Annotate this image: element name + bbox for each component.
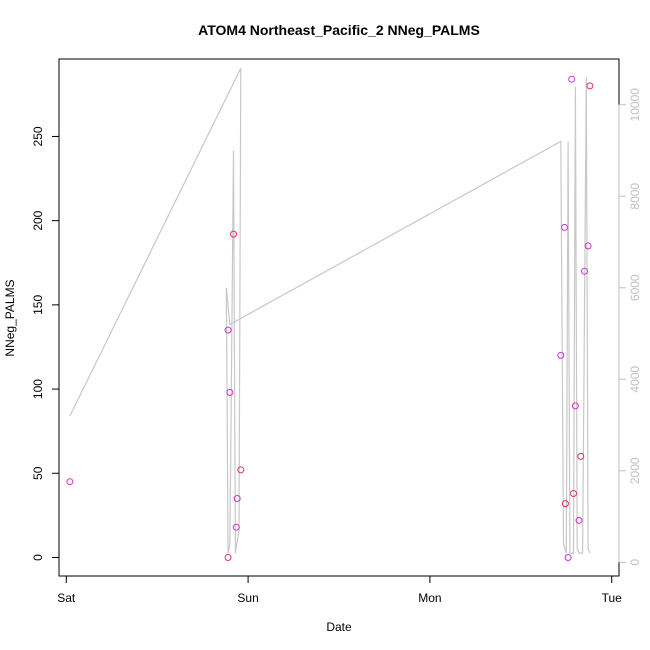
data-point xyxy=(568,75,576,83)
right-y-tick-label: 6000 xyxy=(628,274,642,301)
data-point xyxy=(224,326,232,334)
y-tick-label: 250 xyxy=(31,126,45,146)
data-point xyxy=(581,267,588,275)
y-axis-label: NNeg_PALMS xyxy=(3,279,17,356)
data-point xyxy=(575,516,583,524)
data-point xyxy=(561,500,569,508)
data-point xyxy=(226,388,234,396)
right-axis-series-line-layer xyxy=(69,67,591,554)
x-tick-label: Sun xyxy=(237,591,258,605)
data-point xyxy=(570,490,577,497)
y-tick-label: 150 xyxy=(31,295,45,315)
x-tick-label: Sat xyxy=(57,591,76,605)
right-y-tick-label: 4000 xyxy=(628,366,642,393)
data-point xyxy=(557,351,565,359)
x-axis: Sat Sun Mon Tue xyxy=(57,575,623,605)
y-tick-label: 50 xyxy=(31,466,45,480)
point-layer xyxy=(66,75,594,561)
y-tick-label: 0 xyxy=(31,554,45,561)
right-y-axis: 0 2000 4000 6000 8000 10000 xyxy=(618,88,642,566)
data-point xyxy=(230,230,237,238)
right-y-tick-label: 0 xyxy=(628,559,642,566)
data-point xyxy=(584,242,592,250)
chart-title: ATOM4 Northeast_Pacific_2 NNeg_PALMS xyxy=(198,22,480,38)
x-tick-label: Mon xyxy=(418,591,441,605)
data-point xyxy=(561,223,568,231)
data-point xyxy=(232,523,240,531)
data-point xyxy=(564,554,572,561)
data-point xyxy=(233,495,241,502)
right-y-tick-label: 10000 xyxy=(628,88,642,122)
x-axis-label: Date xyxy=(326,620,352,634)
data-point xyxy=(224,554,232,561)
y-tick-label: 200 xyxy=(31,210,45,230)
data-point xyxy=(237,466,245,474)
data-point xyxy=(586,82,594,90)
data-point xyxy=(66,478,74,486)
right-y-tick-label: 8000 xyxy=(628,183,642,210)
right-y-tick-label: 2000 xyxy=(628,457,642,484)
series-line-0 xyxy=(69,67,591,554)
data-point xyxy=(571,402,579,410)
x-tick-label: Tue xyxy=(602,591,623,605)
data-point xyxy=(577,452,585,460)
y-tick-label: 100 xyxy=(31,379,45,399)
y-axis: 0 50 100 150 200 250 xyxy=(31,126,60,561)
